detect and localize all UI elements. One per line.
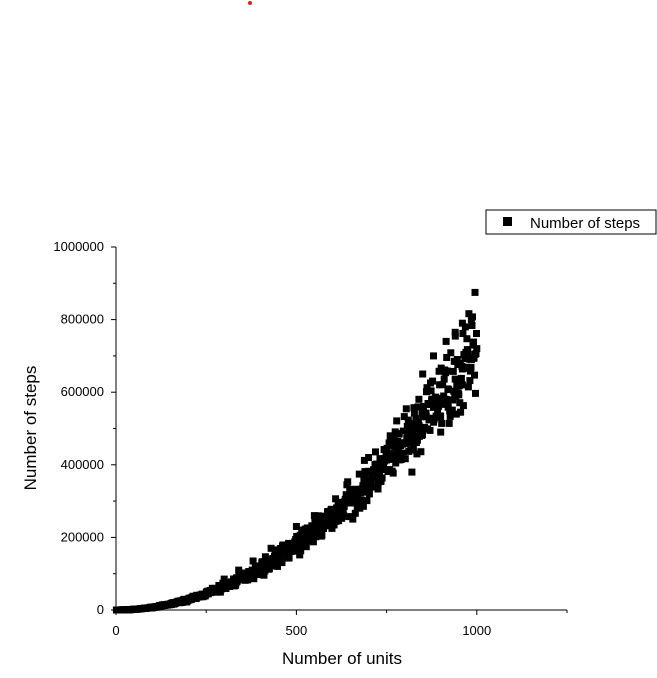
data-point — [468, 364, 475, 371]
data-point — [460, 402, 467, 409]
data-point — [344, 478, 351, 485]
x-tick-label: 1000 — [462, 623, 491, 638]
data-point — [408, 469, 415, 476]
data-point — [470, 339, 477, 346]
data-point — [390, 470, 397, 477]
data-point — [462, 323, 469, 330]
data-point — [473, 350, 480, 357]
data-point — [469, 313, 476, 320]
data-point — [432, 394, 439, 401]
data-point — [369, 483, 376, 490]
data-point — [465, 383, 472, 390]
data-point — [318, 532, 325, 539]
x-axis-title: Number of units — [282, 649, 402, 668]
data-point — [393, 417, 400, 424]
data-point — [472, 289, 479, 296]
legend-label: Number of steps — [530, 215, 640, 232]
data-point — [443, 338, 450, 345]
data-point — [429, 378, 436, 385]
legend: Number of steps — [486, 210, 656, 234]
data-point — [444, 368, 451, 375]
data-point — [427, 427, 434, 434]
data-point — [366, 490, 373, 497]
data-point — [403, 405, 410, 412]
data-points — [113, 289, 480, 614]
data-point — [452, 333, 459, 340]
data-point — [473, 330, 480, 337]
data-point — [279, 559, 286, 566]
y-tick-label: 400000 — [61, 457, 104, 472]
y-tick-label: 0 — [97, 602, 104, 617]
data-point — [469, 322, 476, 329]
data-point — [438, 420, 445, 427]
y-axis-ticks: 0 200000 400000 600000 800000 1000000 — [53, 239, 116, 617]
data-point — [463, 335, 470, 342]
data-point — [471, 372, 478, 379]
data-point — [458, 375, 465, 382]
data-point — [286, 554, 293, 561]
data-point — [419, 371, 426, 378]
data-point — [417, 448, 424, 455]
y-tick-label: 1000000 — [53, 239, 104, 254]
data-point — [372, 448, 379, 455]
data-point — [437, 413, 444, 420]
data-point — [464, 349, 471, 356]
data-point — [455, 391, 462, 398]
red-dot-artifact — [248, 1, 252, 5]
data-point — [430, 352, 437, 359]
data-point — [402, 455, 409, 462]
x-tick-label: 0 — [112, 623, 119, 638]
y-tick-label: 800000 — [61, 312, 104, 327]
data-point — [428, 387, 435, 394]
x-tick-label: 500 — [286, 623, 308, 638]
data-point — [441, 376, 448, 383]
data-point — [447, 349, 454, 356]
data-point — [363, 497, 370, 504]
data-point — [379, 475, 386, 482]
data-point — [446, 420, 453, 427]
data-point — [472, 390, 479, 397]
data-point — [423, 410, 430, 417]
y-axis-title: Number of steps — [21, 366, 40, 491]
data-point — [415, 396, 422, 403]
data-point — [437, 429, 444, 436]
legend-marker — [503, 217, 512, 226]
y-tick-label: 600000 — [61, 384, 104, 399]
data-point — [459, 381, 466, 388]
data-point — [361, 457, 368, 464]
x-axis-ticks: 0 500 1000 — [112, 610, 567, 638]
data-point — [450, 368, 457, 375]
data-point — [453, 411, 460, 418]
data-point — [375, 486, 382, 493]
data-point — [303, 543, 310, 550]
y-tick-label: 200000 — [61, 529, 104, 544]
